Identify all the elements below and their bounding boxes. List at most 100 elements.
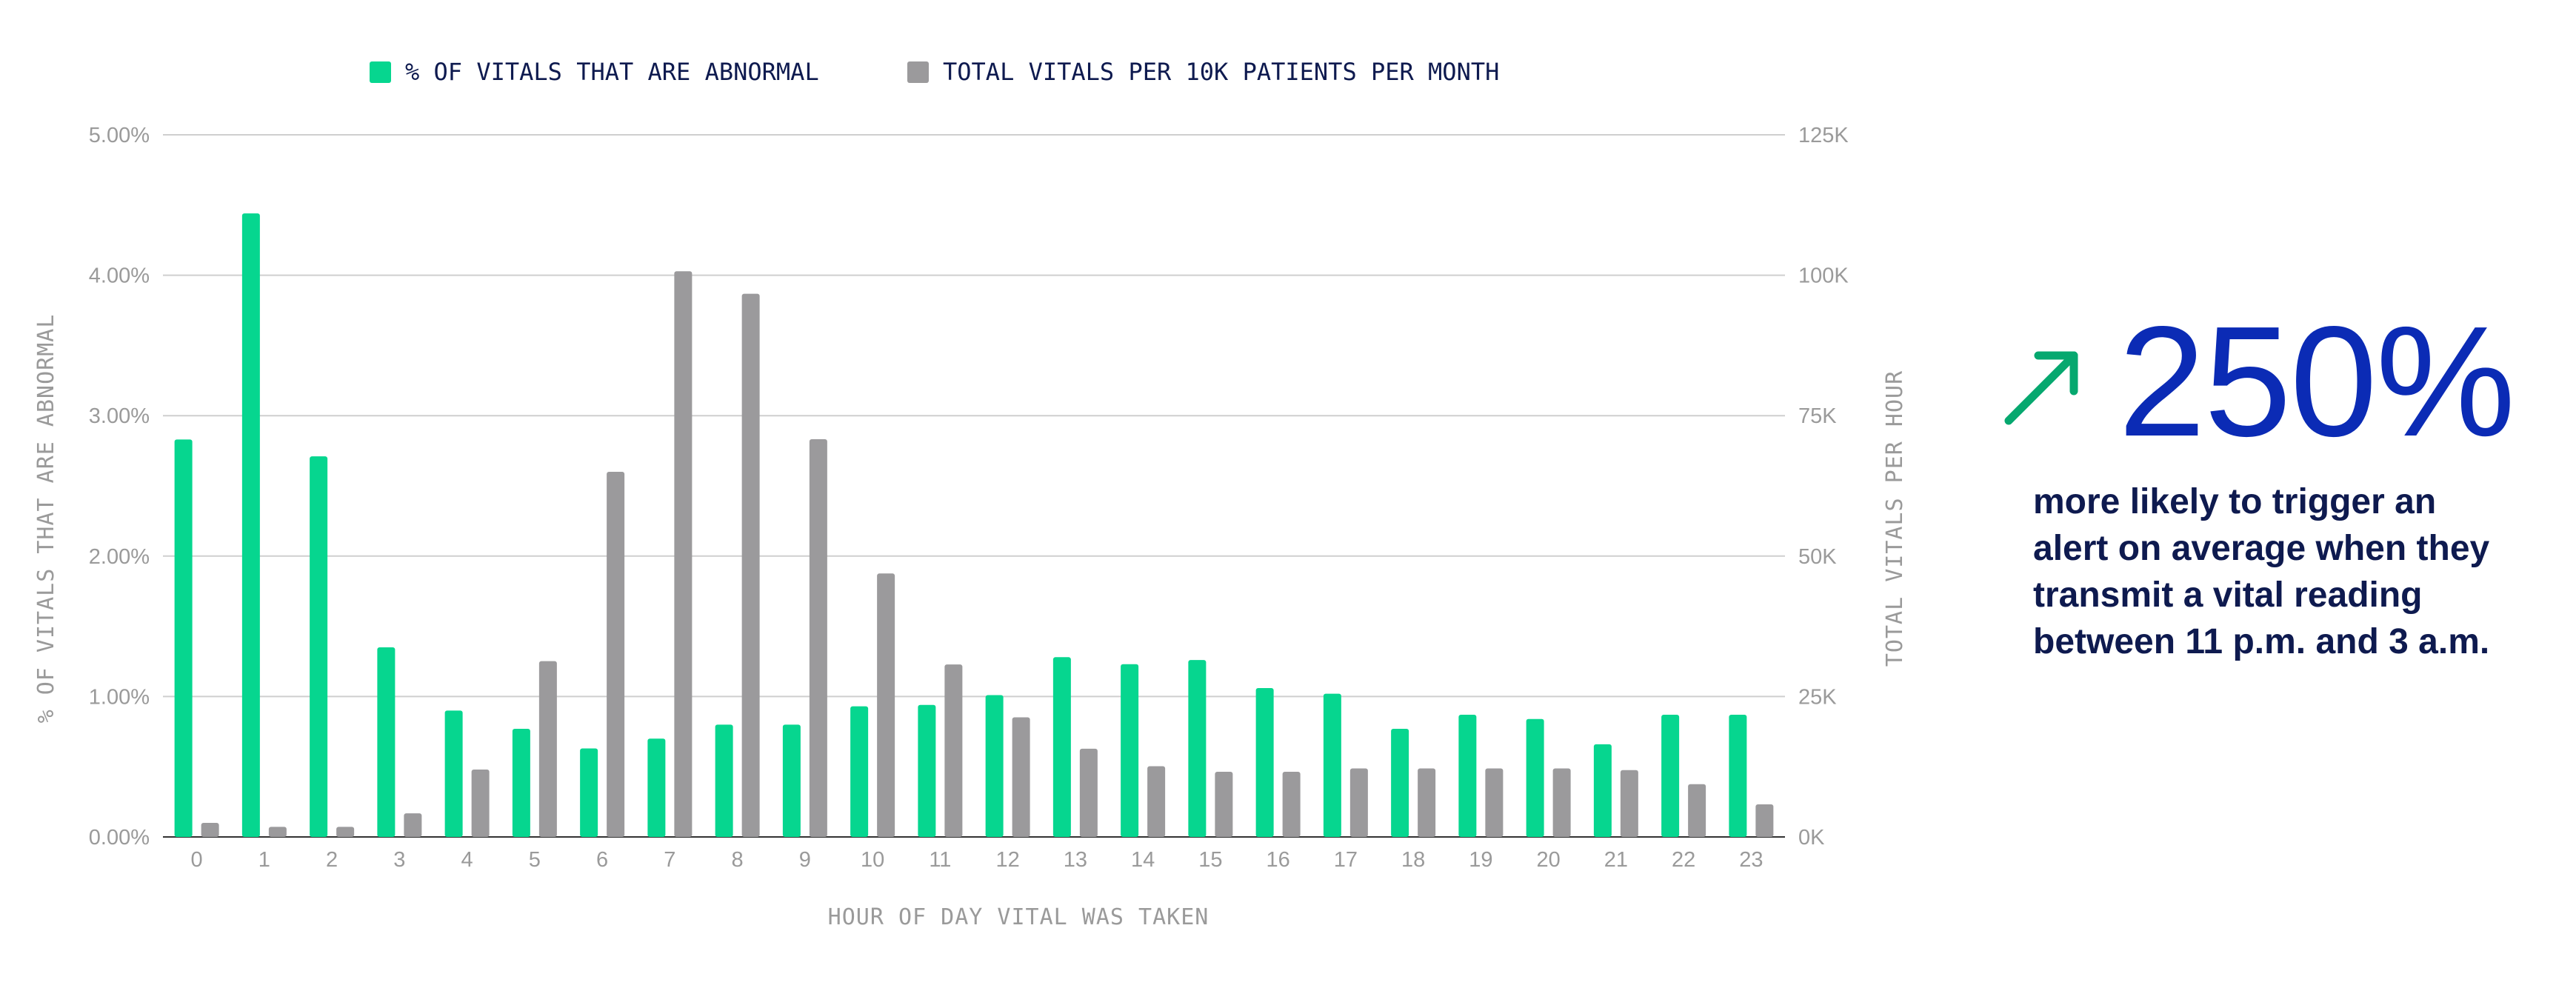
bar-total-vitals xyxy=(877,573,895,837)
legend: % OF VITALS THAT ARE ABNORMAL TOTAL VITA… xyxy=(370,58,1499,86)
bar-total-vitals xyxy=(1418,768,1436,837)
y-tick-label: 1.00% xyxy=(89,685,150,709)
bar-total-vitals xyxy=(1620,770,1638,837)
bar-abnormal-pct xyxy=(1052,657,1071,837)
bar-total-vitals xyxy=(1215,772,1233,837)
y2-tick-label: 50K xyxy=(1798,545,1837,569)
x-tick-label: 4 xyxy=(461,848,473,872)
callout-headline: 250% xyxy=(2000,296,2518,467)
bar-abnormal-pct xyxy=(310,456,328,837)
bar-abnormal-pct xyxy=(918,704,936,837)
x-tick-label: 1 xyxy=(258,848,270,872)
bar-abnormal-pct xyxy=(174,439,193,837)
x-tick-label: 7 xyxy=(664,848,675,872)
y2-tick-label: 75K xyxy=(1798,404,1837,428)
y-tick-label: 0.00% xyxy=(89,826,150,850)
bar-total-vitals xyxy=(741,293,760,837)
x-tick-label: 3 xyxy=(393,848,405,872)
bar-abnormal-pct xyxy=(1255,688,1274,837)
y-tick-label: 5.00% xyxy=(89,124,150,147)
bar-abnormal-pct xyxy=(1458,715,1477,837)
bar-abnormal-pct xyxy=(444,710,463,837)
x-tick-label: 11 xyxy=(929,848,951,872)
x-axis-ticks: 0 1 2 3 4 5 6 7 8 9 10 11 12 13 14 15 16 17 18 19 20 21 22 23 xyxy=(191,848,1764,872)
callout: 250% more likely to trigger an alert on … xyxy=(2000,296,2518,665)
x-tick-label: 15 xyxy=(1198,848,1222,872)
y2-tick-label: 0K xyxy=(1798,826,1825,850)
x-tick-label: 17 xyxy=(1334,848,1358,872)
x-tick-label: 14 xyxy=(1131,848,1155,872)
bar-abnormal-pct xyxy=(1593,744,1612,837)
y2-tick-label: 125K xyxy=(1798,124,1849,147)
x-tick-label: 5 xyxy=(529,848,541,872)
bar-abnormal-pct xyxy=(1526,718,1544,837)
bar-total-vitals xyxy=(1147,766,1166,837)
arrow-up-right-icon xyxy=(2004,351,2078,425)
x-tick-label: 0 xyxy=(191,848,203,872)
callout-text: more likely to trigger an alert on avera… xyxy=(2033,482,2490,661)
bar-total-vitals xyxy=(674,271,693,837)
bar-total-vitals xyxy=(809,439,827,837)
bar-total-vitals xyxy=(268,827,287,837)
x-tick-label: 6 xyxy=(596,848,608,872)
bar-abnormal-pct xyxy=(1323,693,1341,837)
y-tick-label: 4.00% xyxy=(89,264,150,288)
y-tick-label: 2.00% xyxy=(89,545,150,569)
bar-total-vitals xyxy=(336,827,355,837)
x-tick-label: 16 xyxy=(1266,848,1289,872)
bar-total-vitals xyxy=(404,813,422,837)
x-tick-label: 20 xyxy=(1536,848,1560,872)
x-tick-label: 18 xyxy=(1401,848,1425,872)
x-tick-label: 19 xyxy=(1469,848,1492,872)
bar-abnormal-pct xyxy=(580,748,598,837)
bar-abnormal-pct xyxy=(1188,660,1207,837)
x-tick-label: 10 xyxy=(861,848,884,872)
callout-value: 250% xyxy=(2118,293,2515,469)
bar-abnormal-pct xyxy=(1661,715,1680,837)
bar-abnormal-pct xyxy=(715,724,733,837)
bar-abnormal-pct xyxy=(647,738,666,837)
bar-abnormal-pct xyxy=(782,724,801,837)
bar-abnormal-pct xyxy=(985,695,1004,837)
bar-total-vitals xyxy=(1485,768,1504,837)
bar-total-vitals xyxy=(1282,772,1301,837)
legend-swatch-total xyxy=(907,61,929,83)
y-axis-title: % OF VITALS THAT ARE ABNORMAL xyxy=(33,314,59,724)
x-tick-label: 9 xyxy=(799,848,811,872)
bar-abnormal-pct xyxy=(850,706,869,837)
bar-total-vitals xyxy=(201,823,219,837)
x-axis-title: HOUR OF DAY VITAL WAS TAKEN xyxy=(828,904,1209,930)
bar-abnormal-pct xyxy=(377,647,396,837)
x-tick-label: 8 xyxy=(732,848,744,872)
bar-total-vitals xyxy=(944,664,963,837)
bar-abnormal-pct xyxy=(1391,729,1409,837)
x-tick-label: 23 xyxy=(1739,848,1763,872)
y-axis-ticks: 0.00% 1.00% 2.00% 3.00% 4.00% 5.00% xyxy=(89,124,150,850)
y2-tick-label: 100K xyxy=(1798,264,1849,288)
bar-abnormal-pct xyxy=(1121,664,1139,837)
y2-axis-title: TOTAL VITALS PER HOUR xyxy=(1882,370,1908,667)
legend-label-abnormal: % OF VITALS THAT ARE ABNORMAL xyxy=(405,58,819,86)
bar-total-vitals xyxy=(1755,804,1774,837)
bar-total-vitals xyxy=(607,472,625,837)
bar-total-vitals xyxy=(1012,717,1030,837)
bar-total-vitals xyxy=(471,769,490,837)
x-tick-label: 13 xyxy=(1064,848,1087,872)
legend-label-total: TOTAL VITALS PER 10K PATIENTS PER MONTH xyxy=(943,58,1499,86)
bar-total-vitals xyxy=(538,661,557,837)
gridlines xyxy=(163,134,1785,838)
bar-abnormal-pct xyxy=(512,729,530,837)
bar-abnormal-pct xyxy=(241,213,260,837)
y2-axis-ticks: 0K 25K 50K 75K 100K 125K xyxy=(1798,124,1849,850)
x-tick-label: 12 xyxy=(995,848,1019,872)
bar-total-vitals xyxy=(1552,768,1571,837)
bars xyxy=(174,213,1774,837)
bar-total-vitals xyxy=(1688,784,1706,837)
legend-swatch-abnormal xyxy=(370,61,391,83)
x-tick-label: 2 xyxy=(326,848,338,872)
bar-total-vitals xyxy=(1349,768,1368,837)
chart: % OF VITALS THAT ARE ABNORMAL TOTAL VITA… xyxy=(33,58,1908,930)
x-tick-label: 21 xyxy=(1604,848,1628,872)
y-tick-label: 3.00% xyxy=(89,404,150,428)
x-tick-label: 22 xyxy=(1672,848,1695,872)
